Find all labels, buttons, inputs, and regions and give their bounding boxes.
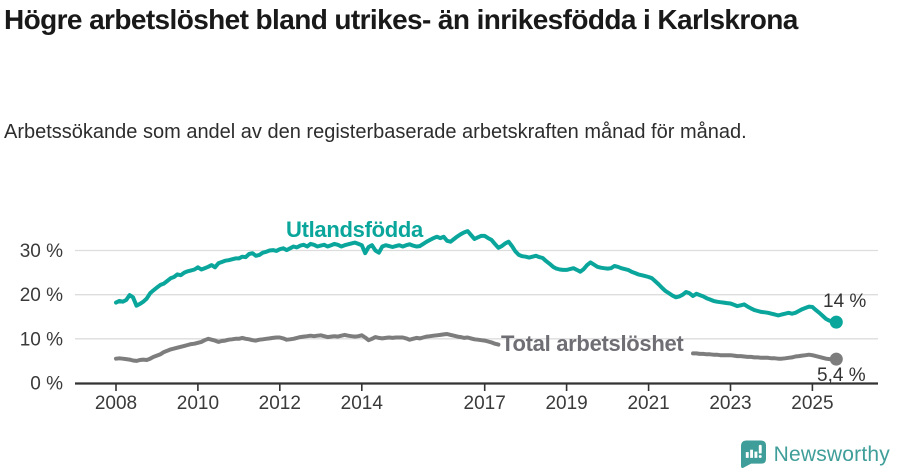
newsworthy-logo-text: Newsworthy [773, 442, 890, 466]
newsworthy-logo-icon [740, 440, 766, 468]
series-label-utlandsfodda: Utlandsfödda [286, 217, 423, 242]
y-tick-label-0: 0 % [30, 374, 63, 395]
y-tick-label-20: 20 % [20, 285, 63, 306]
y-tick-label-30: 30 % [20, 241, 63, 262]
x-tick-label-2021: 2021 [627, 393, 669, 414]
y-tick-label-10: 10 % [20, 329, 63, 350]
x-tick-label-2019: 2019 [545, 393, 587, 414]
end-value-label-utlandsfodda: 14 % [823, 291, 867, 312]
series-end-dot-total-arbetsloshet [829, 352, 843, 366]
series-end-dot-utlandsfodda [829, 315, 843, 329]
x-tick-label-2012: 2012 [259, 393, 301, 414]
series-line-total-arbetsloshet [691, 351, 839, 362]
series-line-utlandsfodda [114, 229, 839, 325]
x-tick-label-2017: 2017 [464, 393, 506, 414]
x-tick-label-2008: 2008 [95, 393, 137, 414]
x-tick-label-2023: 2023 [709, 393, 751, 414]
x-tick-label-2014: 2014 [341, 393, 384, 414]
end-value-label-total: 5,4 % [817, 365, 866, 386]
series-label-total-arbetsloshet: Total arbetslöshet [501, 331, 684, 356]
page-title: Högre arbetslöshet bland utrikes- än inr… [4, 4, 798, 35]
x-tick-label-2010: 2010 [177, 393, 219, 414]
x-tick-label-2025: 2025 [791, 393, 833, 414]
newsworthy-brand: Newsworthy [740, 440, 890, 469]
series-line-total-arbetsloshet [114, 332, 501, 363]
chart-subtitle: Arbetssökande som andel av den registerb… [4, 121, 747, 143]
